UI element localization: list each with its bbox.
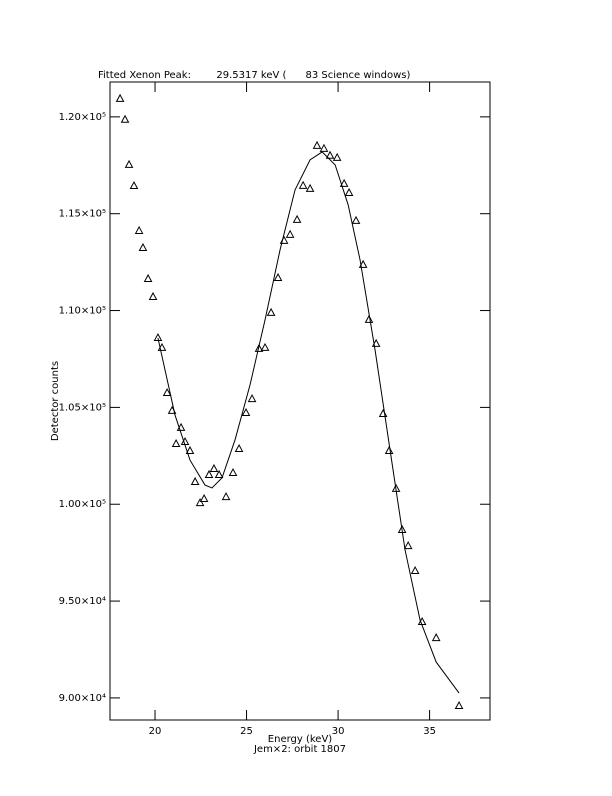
data-point (378, 408, 388, 417)
data-point (305, 183, 315, 192)
data-point (199, 493, 209, 503)
data-point (247, 394, 257, 403)
y-tick-label: 1.00×10⁵ (59, 499, 106, 510)
data-point (209, 463, 219, 472)
data-point (319, 143, 329, 152)
x-tick-label: 25 (240, 726, 253, 737)
data-point (204, 469, 214, 478)
data-point (273, 272, 283, 282)
fit-line (157, 151, 460, 694)
y-axis-label: Detector counts (50, 361, 61, 441)
data-point (221, 492, 231, 501)
y-tick-label: 1.10×10⁵ (59, 306, 106, 317)
data-point (358, 259, 368, 268)
data-point (454, 701, 464, 710)
data-point (364, 314, 374, 323)
data-point (266, 307, 276, 316)
data-point (384, 445, 394, 454)
subtitle: Jem×2: orbit 1807 (253, 744, 346, 755)
data-point (344, 187, 354, 196)
data-point (312, 140, 322, 149)
data-point (260, 342, 270, 351)
data-point (120, 114, 130, 123)
data-point (195, 498, 205, 507)
data-point (138, 242, 148, 251)
data-point (351, 215, 361, 224)
data-point (148, 291, 158, 300)
y-tick-label: 9.50×10⁴ (59, 596, 106, 607)
data-point (325, 150, 335, 159)
data-point (153, 332, 163, 342)
data-point (171, 438, 181, 447)
data-point (285, 229, 295, 238)
data-point (190, 476, 200, 485)
data-point (228, 467, 238, 477)
y-tick-label: 1.15×10⁵ (59, 209, 106, 220)
data-point (124, 159, 134, 168)
x-tick-label: 30 (332, 726, 345, 737)
x-tick-label: 20 (149, 726, 162, 737)
x-axis-label: Energy (keV) (268, 734, 333, 745)
data-point (115, 93, 125, 102)
x-tick-label: 35 (423, 726, 436, 737)
data-point (214, 469, 224, 478)
data-point (332, 152, 342, 161)
data-point (431, 633, 441, 642)
data-point (339, 178, 349, 187)
y-tick-label: 1.20×10⁵ (59, 112, 106, 123)
chart-title: Fitted Xenon Peak: 29.5317 keV ( 83 Scie… (98, 70, 411, 81)
data-point (410, 566, 420, 575)
data-point (143, 273, 153, 282)
data-point (241, 407, 251, 417)
data-point (254, 343, 264, 352)
data-point (134, 225, 144, 234)
data-point (129, 180, 139, 190)
y-tick-label: 9.00×10⁴ (59, 693, 106, 704)
data-point (403, 541, 413, 550)
data-point (162, 388, 172, 397)
plot-frame (109, 81, 491, 721)
data-point (292, 214, 302, 223)
y-tick-label: 1.05×10⁵ (59, 402, 106, 413)
data-point (298, 180, 308, 189)
data-point (234, 443, 244, 453)
data-point (185, 445, 195, 454)
